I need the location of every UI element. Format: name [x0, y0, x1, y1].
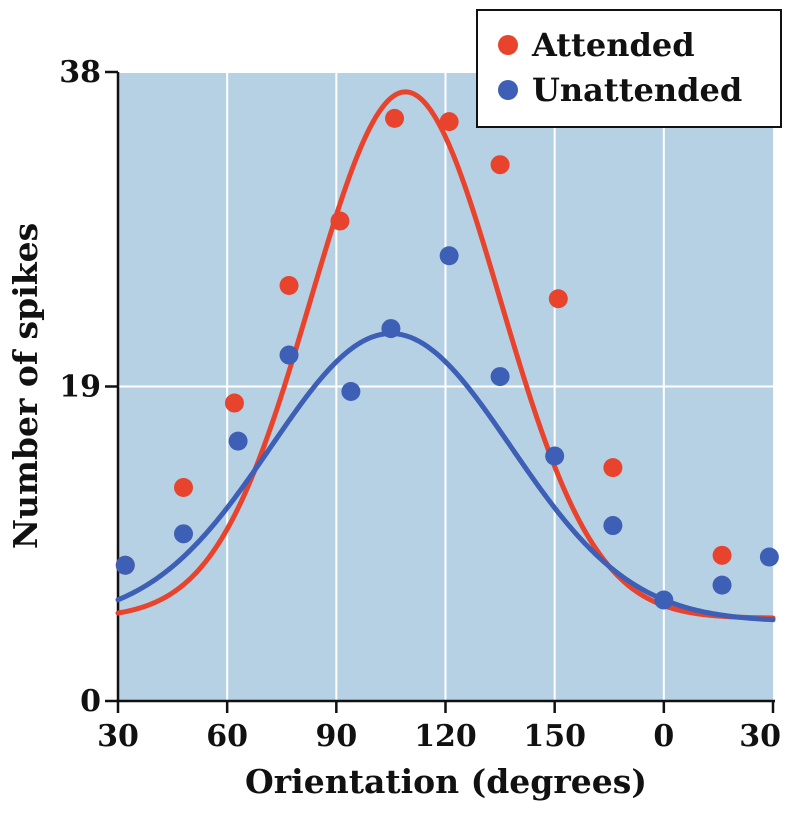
point-unattended	[712, 575, 732, 595]
point-unattended	[279, 345, 299, 365]
point-unattended	[759, 547, 779, 567]
point-unattended	[545, 446, 565, 466]
point-attended	[224, 393, 244, 413]
point-unattended	[228, 431, 248, 451]
y-tick-label-0: 0	[80, 684, 101, 719]
y-ticks: 0 19 38	[59, 55, 118, 719]
legend-label-attended: Attended	[531, 26, 695, 64]
x-tick-label-60: 60	[206, 719, 248, 754]
point-attended	[439, 112, 459, 132]
point-attended	[603, 458, 623, 478]
x-tick-label-0: 0	[653, 719, 674, 754]
point-unattended	[490, 367, 510, 387]
legend-marker-attended	[498, 35, 518, 55]
point-unattended	[174, 524, 193, 544]
y-tick-label-19: 19	[59, 370, 101, 405]
point-unattended	[603, 516, 623, 536]
point-attended	[385, 108, 405, 128]
data-points	[115, 108, 779, 610]
point-attended	[712, 545, 732, 565]
point-unattended	[654, 590, 674, 610]
point-attended	[548, 289, 568, 309]
x-axis-title: Orientation (degrees)	[245, 762, 647, 801]
x-tick-label-30: 30	[97, 719, 139, 754]
point-attended	[330, 211, 350, 231]
legend: Attended Unattended	[476, 9, 782, 128]
x-tick-label-150: 150	[523, 719, 586, 754]
x-tick-label-120: 120	[414, 719, 477, 754]
x-tick-label-30: 30	[739, 719, 781, 754]
point-unattended	[381, 319, 401, 339]
x-ticks: 30 60 90 120 150 0 30	[97, 701, 781, 754]
point-attended	[174, 477, 193, 497]
y-tick-label-38: 38	[59, 55, 101, 90]
point-unattended	[341, 381, 361, 401]
x-tick-label-90: 90	[315, 719, 357, 754]
point-unattended	[439, 246, 459, 266]
legend-marker-unattended	[498, 80, 518, 100]
point-attended	[279, 276, 299, 296]
y-axis-title: Number of spikes	[6, 223, 45, 549]
point-attended	[490, 155, 510, 175]
legend-label-unattended: Unattended	[532, 71, 742, 109]
legend-box	[476, 9, 782, 128]
point-unattended	[115, 555, 135, 575]
